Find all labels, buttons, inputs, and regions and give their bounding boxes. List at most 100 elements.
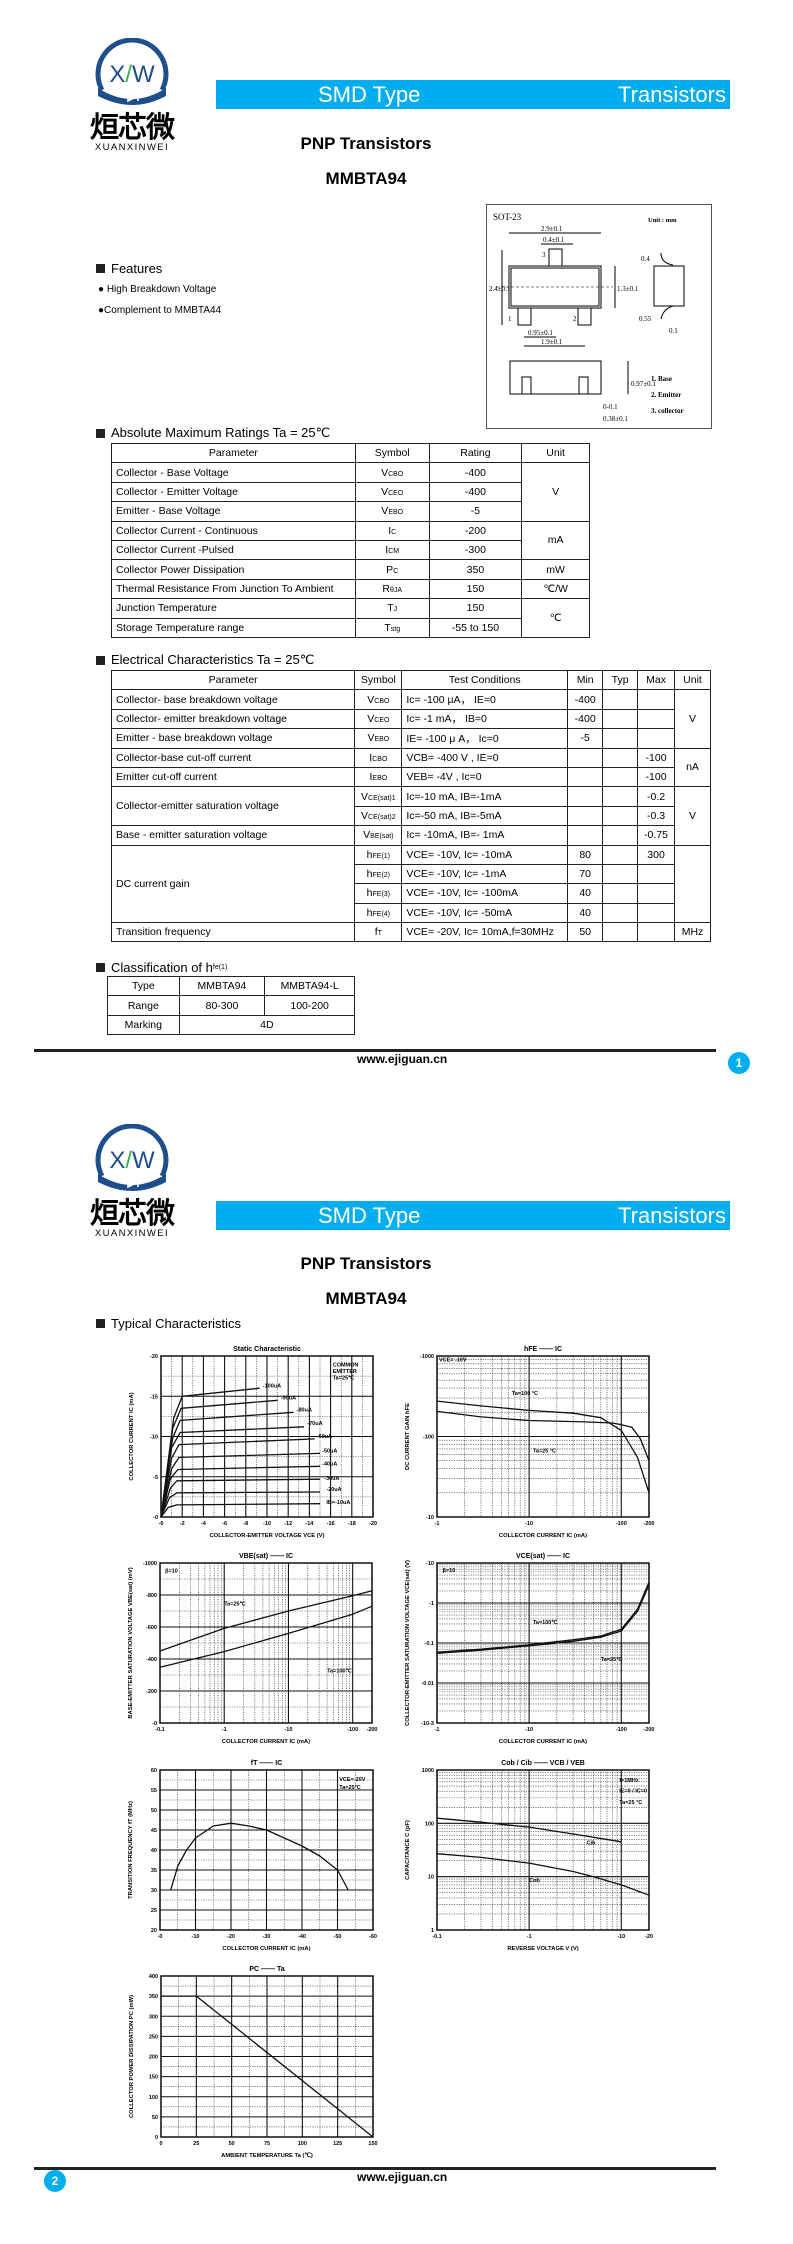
annotation-label: -50uA <box>322 1449 337 1455</box>
symbol-subscript: CE(sat)2 <box>368 813 396 821</box>
symbol-subscript: FE(1) <box>372 852 391 860</box>
table-header-cell: Type <box>107 975 180 997</box>
symbol-main: I <box>388 524 392 537</box>
sot23-outline-icon: SOT-23 Unit : mm 2.9±0.1 0.4±0.1 2.4±0.1… <box>489 212 685 423</box>
bullet-square-icon <box>96 428 105 438</box>
unit-cell: nA <box>674 747 711 788</box>
symbol-main: V <box>367 732 375 745</box>
x-tick-label: -20 <box>369 1521 377 1527</box>
rating-cell: 150 <box>428 598 523 619</box>
footer-url[interactable]: www.ejiguan.cn <box>357 2170 448 2184</box>
y-tick-label: -10 <box>426 1515 434 1521</box>
table-row: Collector-emitter saturation voltage VCE(… <box>110 786 711 846</box>
chart-title: VBE(sat) —— IC <box>239 1553 293 1560</box>
unit-cell: V <box>674 786 711 846</box>
symbol-subscript: CE(sat)1 <box>368 794 396 802</box>
grid <box>436 1769 650 1931</box>
plot-frame <box>160 1355 374 1518</box>
typ-cell <box>602 844 639 865</box>
grid <box>436 1355 650 1518</box>
table-row: Emitter - base breakdown voltage VEBO IE= … <box>110 728 711 749</box>
typ-cell <box>602 825 639 846</box>
symbol-main: V <box>363 829 371 842</box>
y-tick-label: 45 <box>151 1828 157 1834</box>
x-tick-label: -8 <box>243 1521 248 1527</box>
footer-url[interactable]: www.ejiguan.cn <box>357 1052 448 1066</box>
annotation-label: -40uA <box>322 1461 337 1467</box>
product-title: PNP Transistors <box>300 1254 432 1273</box>
y-tick-label: -20 <box>150 1354 158 1360</box>
bullet-square-icon <box>96 264 105 273</box>
x-tick-label: -10 <box>525 1727 533 1733</box>
x-tick-label: 75 <box>264 2141 270 2147</box>
symbol-main: h <box>366 868 373 881</box>
symbol-subscript: EBO <box>372 775 388 783</box>
chart-title: VCE(sat) —— IC <box>516 1553 570 1560</box>
pin-legend-base: 1. Base <box>651 375 672 383</box>
table-row: Thermal Resistance From Junction To Ambi… <box>111 578 590 600</box>
typ-cell <box>602 863 639 885</box>
table-header-cell: MMBTA94 <box>178 975 266 997</box>
test-condition-cell: VCE= -10V, Ic= -50mA <box>401 902 569 924</box>
grid <box>159 1769 374 1931</box>
min-cell <box>567 805 604 827</box>
y-tick-label: 200 <box>149 2055 158 2061</box>
table-row: Collector Current -Pulsed ICM -300 <box>111 539 590 561</box>
table-header-cell: Parameter <box>110 669 356 691</box>
y-tick-label: -10-3 <box>421 1721 434 1727</box>
part-number: MMBTA94 <box>325 1289 407 1308</box>
abs-max-title: Absolute Maximum Ratings Ta = 25℃ <box>111 425 331 440</box>
annotation-label: Ta=100℃ <box>327 1668 352 1675</box>
x-tick-label: 150 <box>368 2141 377 2147</box>
annotation-label: Cib <box>587 1841 597 1847</box>
y-tick-label: 40 <box>151 1848 157 1854</box>
plot-frame <box>436 1769 650 1931</box>
symbol-cell: VCEO <box>354 481 430 503</box>
electrical-heading: Electrical Characteristics Ta = 25℃ <box>96 652 314 668</box>
test-condition-cell: VCE= -10V, Ic= -10mA <box>401 844 569 865</box>
dim-pitch: 0.95±0.1 <box>528 329 553 337</box>
x-tick-label: -0 <box>159 1521 164 1527</box>
unit-cell: V <box>674 689 711 749</box>
annotation-label: Ta=25℃ <box>333 1374 355 1381</box>
table-header-cell: Test Conditions <box>401 669 569 691</box>
annotation-label: COMMON <box>333 1362 359 1368</box>
features-heading: Features <box>96 261 162 276</box>
logo-mark-icon: X/W <box>95 38 169 105</box>
annotation-label: Ta=100 °C <box>512 1391 538 1397</box>
symbol-cell: IEBO <box>354 766 403 788</box>
table-row: DC current gain hFE(1) VCE= -10V, Ic= -10m… <box>110 844 711 924</box>
series-line-1 <box>170 1822 349 1891</box>
table-cell: Range <box>107 995 180 1016</box>
x-tick-label: -14 <box>305 1521 314 1527</box>
annotation-label: Ta=25 °C <box>619 1800 642 1806</box>
x-axis-label: COLLECTOR CURRENT IC (mA) <box>499 1739 587 1745</box>
min-cell: 70 <box>567 863 604 885</box>
table-header-cell: Min <box>567 669 604 691</box>
series-line-1 <box>436 1400 650 1494</box>
symbol-main: I <box>369 751 373 764</box>
table-header-row: Parameter Symbol Test Conditions Min Typ Max U… <box>110 669 711 691</box>
y-tick-label: -400 <box>146 1657 157 1663</box>
annotation-label: EMITTER <box>333 1369 357 1375</box>
symbol-cell: ICBO <box>354 747 403 768</box>
pin-legend-collector: 3. collector <box>651 407 684 415</box>
max-cell <box>637 863 676 885</box>
chart-title: PC —— Ta <box>249 1966 284 1973</box>
typ-cell <box>602 728 639 749</box>
y-tick-label: 35 <box>151 1868 157 1874</box>
max-cell <box>637 922 676 943</box>
x-tick-label: 25 <box>193 2141 199 2147</box>
unit-cell: ℃/W <box>521 578 590 600</box>
parameter-cell: Thermal Resistance From Junction To Ambi… <box>111 578 356 600</box>
y-tick-label: 60 <box>151 1768 157 1774</box>
symbol-main: T <box>384 621 391 634</box>
symbol-subscript: CEO <box>374 716 390 724</box>
test-condition-cell: Ic= -1 mA， IB=0 <box>401 708 569 730</box>
dim-lead-bottom: 0.55 <box>639 315 652 323</box>
header-type: SMD Type <box>318 82 421 107</box>
chart-static-characteristic: -0 -2 -4 -6 -8 -10 -12 -14 -16 -18 -20 -0 -5 -10 -15 -2… <box>129 1346 377 1539</box>
svg-text:X/W: X/W <box>109 61 155 88</box>
footer-divider <box>34 2167 716 2170</box>
parameter-cell: Emitter cut-off current <box>110 766 356 788</box>
